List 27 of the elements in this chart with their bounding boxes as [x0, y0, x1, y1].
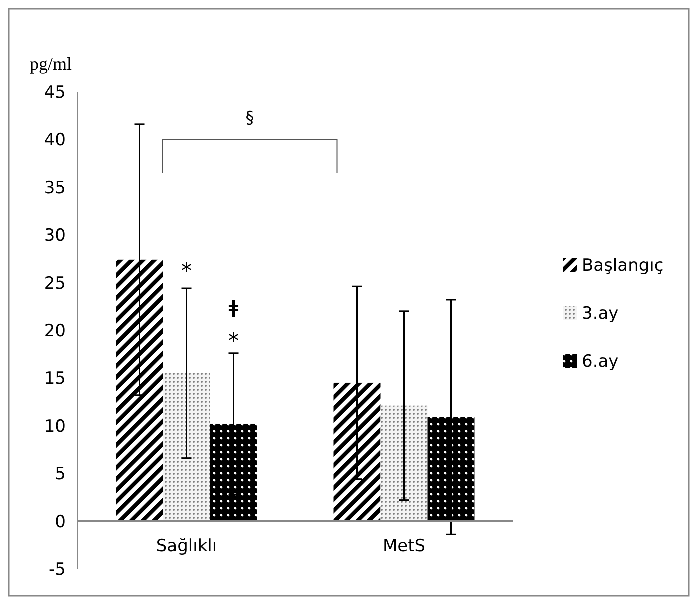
- annotation: ǂ: [228, 297, 239, 318]
- bar: [116, 260, 164, 522]
- x-tick-label: MetS: [382, 536, 426, 556]
- y-tick-label: 45: [44, 82, 66, 103]
- legend-label: 6.ay: [582, 352, 619, 372]
- y-tick-label: -5: [49, 560, 66, 580]
- y-tick-label: 20: [44, 321, 66, 342]
- bar: [163, 373, 210, 522]
- y-tick-label: 40: [44, 130, 66, 151]
- annotation: *: [181, 260, 192, 285]
- y-tick-label: 35: [44, 178, 66, 198]
- legend-label: 3.ay: [582, 304, 619, 324]
- y-tick-label: 10: [44, 416, 66, 437]
- bar: [334, 382, 381, 522]
- y-axis-title: pg/ml: [30, 54, 72, 74]
- y-tick-label: 30: [44, 226, 66, 246]
- bar: [210, 424, 258, 522]
- y-tick-label: 15: [44, 369, 66, 390]
- x-tick-label: Sağlıklı: [156, 536, 218, 556]
- y-tick-label: 0: [55, 512, 66, 532]
- annotation: *: [228, 329, 240, 354]
- y-tick-label: 5: [55, 464, 66, 485]
- legend-label: Başlangıç: [582, 256, 664, 276]
- bar: [428, 417, 475, 522]
- annotation: §: [246, 108, 254, 129]
- bar: [380, 406, 428, 522]
- y-tick-label: 25: [44, 274, 66, 294]
